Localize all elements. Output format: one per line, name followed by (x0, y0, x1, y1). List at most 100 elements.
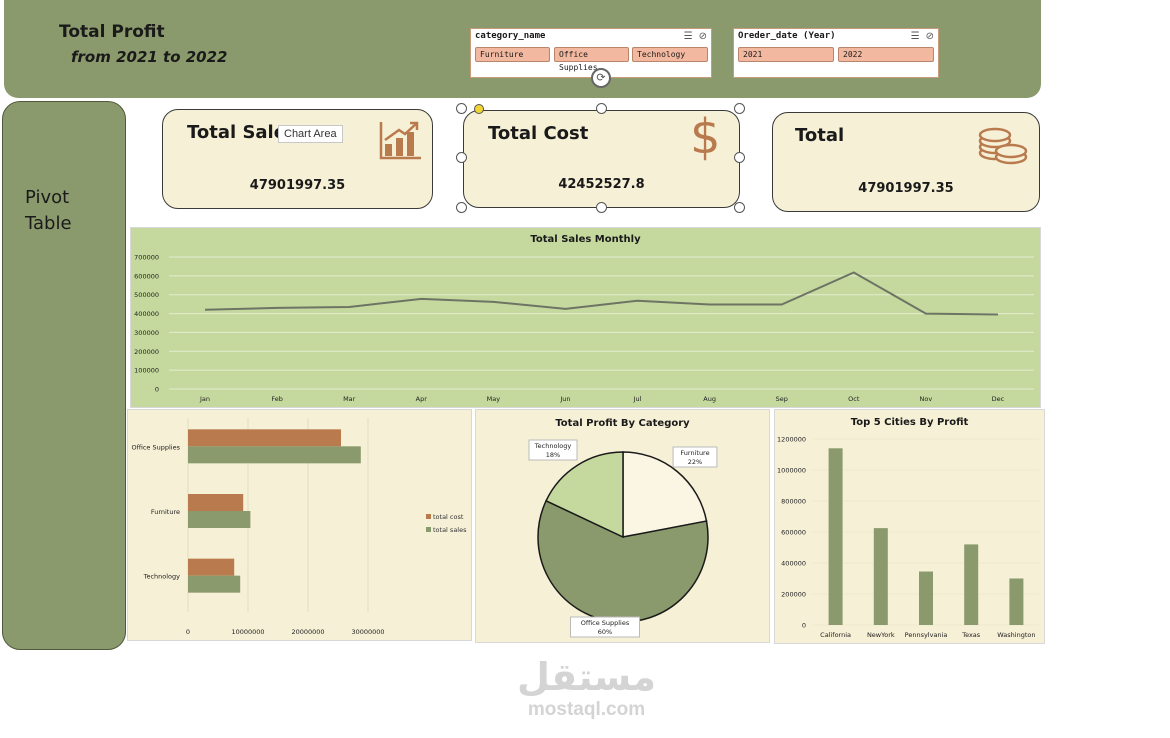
resize-handle[interactable] (456, 202, 467, 213)
bar-chart-up-icon (379, 121, 421, 160)
data-label-percent: 18% (546, 451, 560, 459)
pivot-table-sidebar[interactable]: Pivot Table (2, 101, 126, 650)
clear-filter-icon[interactable]: ⊘ (698, 31, 707, 42)
data-label-box (570, 616, 640, 638)
x-tick-label: 0 (186, 628, 190, 636)
x-tick-label: NewYork (867, 631, 895, 639)
city-bar (1009, 578, 1024, 625)
rotate-handle-icon[interactable]: ⟳ (591, 68, 611, 88)
coins-icon (978, 127, 1028, 165)
resize-handle[interactable] (456, 152, 467, 163)
x-tick-label: Aug (703, 395, 716, 403)
x-tick-label: Jul (633, 395, 642, 403)
city-bar (919, 571, 933, 625)
data-label-percent: 22% (688, 458, 702, 466)
total-sales-card[interactable]: Total Sales 47901997.35 (162, 109, 433, 209)
multi-select-icon[interactable]: ☰ (910, 31, 920, 42)
category-slicer-title: category_name (475, 31, 546, 41)
bar-total-sales (188, 575, 241, 593)
slicer-item-2021[interactable]: 2021 (738, 47, 834, 62)
legend-label: total cost (433, 513, 464, 521)
resize-handle[interactable] (734, 202, 745, 213)
bar-total-sales (188, 446, 361, 464)
x-tick-label: Oct (848, 395, 860, 403)
clear-filter-icon[interactable]: ⊘ (925, 31, 934, 42)
x-tick-label: Feb (271, 395, 283, 403)
y-tick-label: 0 (155, 386, 159, 394)
y-tick-label: 200000 (781, 591, 806, 599)
y-tick-label: 400000 (781, 560, 806, 568)
data-label-percent: 60% (598, 628, 612, 636)
y-tick-label: 800000 (781, 498, 806, 506)
x-tick-label: 20000000 (291, 628, 324, 636)
legend-label: total sales (433, 526, 467, 534)
resize-handle[interactable] (734, 103, 745, 114)
sales-line (205, 271, 998, 316)
chart-area-tooltip: Chart Area (278, 125, 343, 143)
y-tick-label: 400000 (134, 310, 159, 318)
total-cost-card[interactable]: Total Cost 42452527.8 $ (463, 109, 740, 208)
total-title: Total (795, 125, 845, 146)
x-tick-label: Washington (997, 631, 1035, 639)
monthly-sales-chart[interactable]: Total Sales Monthly 0 100000 200000 300000 4… (130, 227, 1041, 408)
y-tick-label: 500000 (134, 291, 159, 299)
y-tick-label: 1000000 (777, 467, 806, 475)
watermark: مستقل mostaql.com (514, 655, 659, 721)
total-sales-title: Total Sales (187, 122, 297, 143)
cities-chart-title: Top 5 Cities By Profit (850, 417, 969, 428)
cities-chart-plot: 0 200000 400000 600000 800000 1000000 1200000 C… (777, 436, 1039, 639)
sidebar-label-line1: Pivot (25, 187, 70, 208)
monthly-chart-plot: 0 100000 200000 300000 400000 500000 600000 700… (134, 254, 1034, 403)
slicer-item-technology[interactable]: Technology (632, 47, 708, 62)
total-value: 47901997.35 (858, 181, 954, 196)
category-slicer[interactable]: category_name ☰ ⊘ Furniture Office Suppli… (470, 28, 712, 78)
x-tick-label: Mar (343, 395, 356, 403)
sidebar-label-line2: Table (25, 213, 72, 234)
total-cost-title: Total Cost (488, 123, 589, 144)
top-cities-chart[interactable]: Top 5 Cities By Profit 0 200000 400000 6000… (774, 409, 1045, 644)
resize-handle[interactable] (456, 103, 467, 114)
adjust-handle[interactable] (474, 104, 484, 114)
y-tick-label: 0 (802, 622, 806, 630)
category-label: Technology (143, 573, 181, 581)
y-tick-label: 600000 (134, 272, 159, 280)
data-label-name: Technology (534, 442, 572, 450)
page-title: Total Profit (59, 22, 165, 42)
city-bar (828, 448, 843, 625)
x-tick-label: Texas (961, 631, 981, 639)
pie-chart-title: Total Profit By Category (555, 418, 690, 429)
bar-total-cost (188, 558, 235, 576)
monthly-chart-title: Total Sales Monthly (530, 234, 641, 245)
multi-select-icon[interactable]: ☰ (683, 31, 693, 42)
legend-swatch (426, 527, 431, 532)
x-tick-label: California (820, 631, 851, 639)
dollar-icon: $ (690, 109, 721, 165)
x-tick-label: 30000000 (351, 628, 384, 636)
resize-handle[interactable] (734, 152, 745, 163)
year-slicer[interactable]: Oreder_date (Year) ☰ ⊘ 2021 2022 (733, 28, 939, 78)
x-tick-label: Sep (776, 395, 788, 403)
profit-category-pie-chart[interactable]: Total Profit By Category Furniture 22% Off… (475, 409, 770, 643)
x-tick-label: Apr (416, 395, 428, 403)
legend-swatch (426, 514, 431, 519)
slicer-item-office-supplies[interactable]: Office Supplies (554, 47, 629, 72)
category-label: Furniture (151, 508, 180, 516)
sales-cost-bar-chart[interactable]: 0 10000000 20000000 30000000 Office Supplies… (127, 409, 472, 641)
resize-handle[interactable] (596, 202, 607, 213)
city-bar (964, 544, 979, 625)
slicer-item-2022[interactable]: 2022 (838, 47, 934, 62)
total-card[interactable]: Total 47901997.35 (772, 112, 1040, 212)
bar-total-sales (188, 511, 251, 528)
city-bar (873, 528, 888, 625)
x-tick-label: 10000000 (231, 628, 264, 636)
category-label: Office Supplies (131, 443, 180, 451)
pie-slice-furniture (622, 451, 708, 538)
x-tick-label: Pennsylvania (905, 631, 948, 639)
resize-handle[interactable] (596, 103, 607, 114)
slicer-item-furniture[interactable]: Furniture (475, 47, 550, 62)
data-label-box (672, 446, 718, 468)
data-label-name: Office Supplies (581, 619, 630, 627)
x-tick-label: Jan (199, 395, 210, 403)
x-tick-label: Dec (992, 395, 1005, 403)
y-tick-label: 200000 (134, 348, 159, 356)
